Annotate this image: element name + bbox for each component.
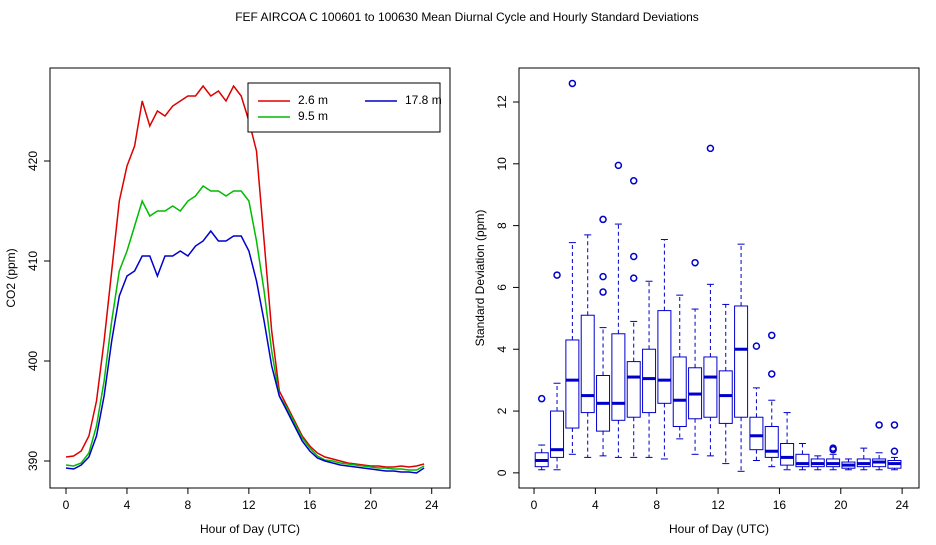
plot-frame	[518, 67, 920, 489]
outlier	[890, 421, 899, 429]
x-tick-label: 24	[425, 498, 439, 512]
y-tick-label: 400	[26, 351, 40, 371]
outlier	[706, 144, 715, 153]
y-tick-label: 4	[495, 346, 509, 353]
data-line	[65, 84, 425, 468]
y-tick-label: 6	[495, 284, 509, 291]
x-tick-label: 20	[364, 498, 378, 512]
outlier	[752, 342, 761, 350]
x-tick-label: 16	[773, 498, 787, 512]
outlier	[629, 252, 638, 261]
x-tick-label: 0	[63, 498, 70, 512]
x-tick-label: 24	[895, 498, 909, 512]
data-line	[65, 229, 425, 474]
x-tick-label: 8	[653, 498, 660, 512]
x-tick-label: 0	[531, 498, 538, 512]
y-tick-label: 0	[495, 469, 509, 476]
outlier	[829, 445, 837, 454]
box	[764, 425, 779, 458]
box	[580, 314, 595, 414]
outlier	[629, 274, 638, 282]
outlier	[599, 272, 607, 281]
x-tick-label: 4	[124, 498, 131, 512]
outlier	[599, 288, 607, 296]
legend-label: 17.8 m	[405, 93, 442, 107]
outlier	[568, 79, 577, 88]
y-tick-label: 12	[495, 95, 509, 109]
outlier	[553, 271, 561, 279]
outlier	[768, 370, 776, 378]
x-tick-label: 12	[242, 498, 256, 512]
outlier	[629, 177, 638, 185]
data-line	[65, 184, 425, 471]
x-tick-label: 8	[185, 498, 192, 512]
outlier	[691, 258, 699, 267]
box	[718, 370, 733, 424]
y-tick-label: 420	[26, 151, 40, 171]
box	[703, 356, 718, 418]
outlier	[890, 447, 899, 455]
y-axis-label: CO2 (ppm)	[4, 248, 18, 307]
box	[734, 305, 749, 418]
box	[749, 416, 764, 451]
x-tick-label: 20	[834, 498, 848, 512]
x-tick-label: 12	[711, 498, 725, 512]
plot-frame	[49, 67, 451, 489]
box	[611, 333, 626, 421]
y-tick-label: 10	[495, 157, 509, 171]
outlier	[537, 394, 546, 403]
box	[642, 348, 657, 414]
y-tick-label: 410	[26, 251, 40, 271]
x-axis-label: Hour of Day (UTC)	[200, 522, 300, 536]
y-tick-label: 390	[26, 451, 40, 471]
outlier	[768, 331, 776, 340]
outlier	[599, 215, 607, 224]
outlier	[614, 161, 623, 170]
y-tick-label: 8	[495, 222, 509, 229]
y-tick-label: 2	[495, 407, 509, 414]
legend-label: 9.5 m	[298, 109, 328, 123]
box	[657, 310, 672, 404]
box	[626, 361, 641, 418]
box	[780, 442, 795, 466]
box	[565, 339, 580, 429]
x-tick-label: 4	[592, 498, 599, 512]
legend-box	[247, 82, 441, 133]
chart-title: FEF AIRCOA C 100601 to 100630 Mean Diurn…	[235, 10, 699, 24]
x-axis-label: Hour of Day (UTC)	[669, 522, 769, 536]
y-axis-label: Standard Deviation (ppm)	[473, 210, 487, 347]
outlier	[875, 421, 883, 429]
box	[672, 356, 687, 427]
x-tick-label: 16	[303, 498, 317, 512]
legend-label: 2.6 m	[298, 93, 328, 107]
box	[550, 410, 565, 458]
